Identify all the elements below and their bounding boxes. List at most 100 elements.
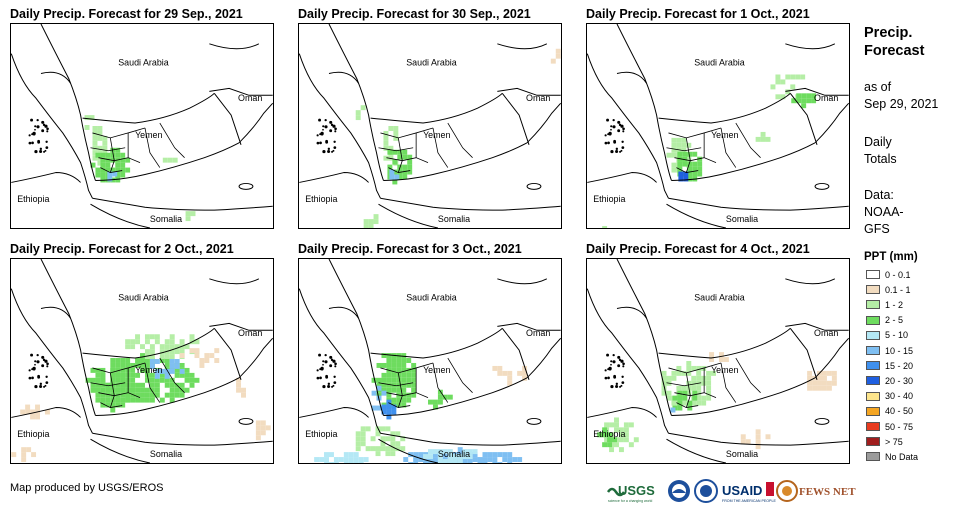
partner-logos: USGS science for a changing world USAID …	[606, 479, 856, 503]
islands	[604, 118, 830, 190]
legend-swatch	[866, 361, 880, 371]
label-somalia: Somalia	[726, 214, 758, 224]
legend-swatch	[866, 391, 880, 401]
legend-item: 0 - 0.1	[866, 267, 911, 282]
legend-label: 15 - 20	[885, 360, 914, 371]
legend-item: 0.1 - 1	[866, 282, 911, 297]
sidebar-daily-line2: Totals	[864, 152, 897, 166]
label-ethiopia: Ethiopia	[305, 194, 337, 204]
legend-label: > 75	[885, 436, 903, 447]
legend-item: 40 - 50	[866, 404, 913, 419]
sidebar-data-source: Data: NOAA- GFS	[864, 187, 904, 238]
label-saudi-arabia: Saudi Arabia	[694, 293, 745, 303]
label-oman: Oman	[526, 93, 550, 103]
label-saudi-arabia: Saudi Arabia	[118, 58, 169, 68]
fews-net-logo-text: FEWS NET	[799, 486, 856, 498]
panel-title-4: Daily Precip. Forecast for 2 Oct., 2021	[10, 242, 234, 256]
map-canvas: Saudi Arabia Oman Yemen Ethiopia Somalia	[587, 24, 849, 228]
legend-swatch	[866, 376, 880, 386]
label-saudi-arabia: Saudi Arabia	[694, 58, 745, 68]
map-panel-1: Saudi Arabia Oman Yemen Ethiopia Somalia	[10, 23, 274, 229]
label-oman: Oman	[526, 328, 550, 338]
panel-title-6: Daily Precip. Forecast for 4 Oct., 2021	[586, 242, 810, 256]
usgs-logo: USGS science for a changing world	[606, 483, 655, 503]
legend-label: No Data	[885, 451, 919, 462]
legend-item: 10 - 15	[866, 343, 913, 358]
legend-label: 20 - 30	[885, 375, 914, 386]
legend-item: 5 - 10	[866, 328, 908, 343]
label-somalia: Somalia	[438, 214, 470, 224]
legend-swatch	[866, 452, 880, 462]
sidebar-data-line3: GFS	[864, 222, 890, 236]
sidebar-data-line1: Data:	[864, 188, 894, 202]
doc-seal-logo	[694, 479, 718, 503]
label-ethiopia: Ethiopia	[593, 194, 625, 204]
label-somalia: Somalia	[726, 449, 758, 459]
map-canvas: Saudi Arabia Oman Yemen Ethiopia Somalia	[11, 259, 273, 463]
usaid-logo-text: USAID	[722, 483, 762, 498]
credit-text: Map produced by USGS/EROS	[10, 482, 164, 494]
legend-title: PPT (mm)	[864, 251, 918, 263]
label-ethiopia: Ethiopia	[305, 429, 337, 439]
legend-item: 15 - 20	[866, 358, 913, 373]
islands	[28, 353, 254, 425]
label-saudi-arabia: Saudi Arabia	[406, 293, 457, 303]
map-panel-4: Saudi Arabia Oman Yemen Ethiopia Somalia	[10, 258, 274, 464]
map-canvas: Saudi Arabia Oman Yemen Ethiopia Somalia	[587, 259, 849, 463]
sidebar-asof-line1: as of	[864, 80, 892, 94]
label-yemen: Yemen	[423, 130, 450, 140]
legend-swatch	[866, 422, 880, 431]
country-borders	[587, 259, 849, 463]
label-yemen: Yemen	[423, 365, 450, 375]
noaa-logo	[668, 480, 690, 502]
label-ethiopia: Ethiopia	[17, 194, 49, 204]
sidebar-title-line1: Precip.	[864, 25, 913, 41]
usaid-tagline: FROM THE AMERICAN PEOPLE	[722, 499, 776, 503]
sidebar-title: Precip. Forecast	[864, 24, 924, 60]
precip-cells	[602, 74, 817, 228]
islands	[604, 353, 830, 425]
legend-swatch	[866, 437, 880, 447]
islands	[316, 353, 542, 425]
sidebar-title-line2: Forecast	[864, 43, 925, 59]
panel-title-2: Daily Precip. Forecast for 30 Sep., 2021	[298, 7, 531, 21]
country-borders	[587, 24, 849, 228]
legend-label: 1 - 2	[885, 299, 904, 310]
label-saudi-arabia: Saudi Arabia	[406, 58, 457, 68]
sidebar-data-line2: NOAA-	[864, 205, 904, 219]
legend-item: 30 - 40	[866, 389, 913, 404]
sidebar-daily: Daily Totals	[864, 134, 897, 168]
country-borders	[11, 24, 273, 228]
map-canvas: Saudi Arabia Oman Yemen Ethiopia Somalia	[299, 24, 561, 228]
panel-title-3: Daily Precip. Forecast for 1 Oct., 2021	[586, 7, 810, 21]
panel-title-5: Daily Precip. Forecast for 3 Oct., 2021	[298, 242, 522, 256]
label-oman: Oman	[238, 328, 262, 338]
legend-item: 50 - 75	[866, 419, 913, 434]
label-saudi-arabia: Saudi Arabia	[118, 293, 169, 303]
map-panel-5: Saudi Arabia Oman Yemen Ethiopia Somalia	[298, 258, 562, 464]
label-yemen: Yemen	[135, 130, 162, 140]
fews-net-logo: FEWS NET	[776, 480, 856, 502]
legend-label: 2 - 5	[885, 315, 904, 326]
label-yemen: Yemen	[135, 365, 162, 375]
legend-label: 40 - 50	[885, 406, 914, 417]
label-oman: Oman	[238, 93, 262, 103]
sidebar-asof-line2: Sep 29, 2021	[864, 97, 939, 111]
label-yemen: Yemen	[711, 365, 738, 375]
country-borders	[299, 259, 561, 463]
label-somalia: Somalia	[438, 449, 470, 459]
label-ethiopia: Ethiopia	[593, 429, 625, 439]
panel-title-1: Daily Precip. Forecast for 29 Sep., 2021	[10, 7, 243, 21]
label-yemen: Yemen	[711, 130, 738, 140]
precip-cells	[355, 48, 561, 228]
legend-label: 5 - 10	[885, 330, 909, 341]
label-oman: Oman	[814, 93, 838, 103]
legend-swatch	[866, 346, 880, 355]
legend-label: 0 - 0.1	[885, 269, 911, 280]
legend-swatch	[866, 285, 880, 295]
usgs-logo-text: USGS	[618, 483, 655, 498]
sidebar-asof: as of Sep 29, 2021	[864, 79, 938, 113]
sidebar-daily-line1: Daily	[864, 135, 892, 149]
label-oman: Oman	[814, 328, 838, 338]
usaid-logo: USAID FROM THE AMERICAN PEOPLE	[722, 482, 776, 503]
